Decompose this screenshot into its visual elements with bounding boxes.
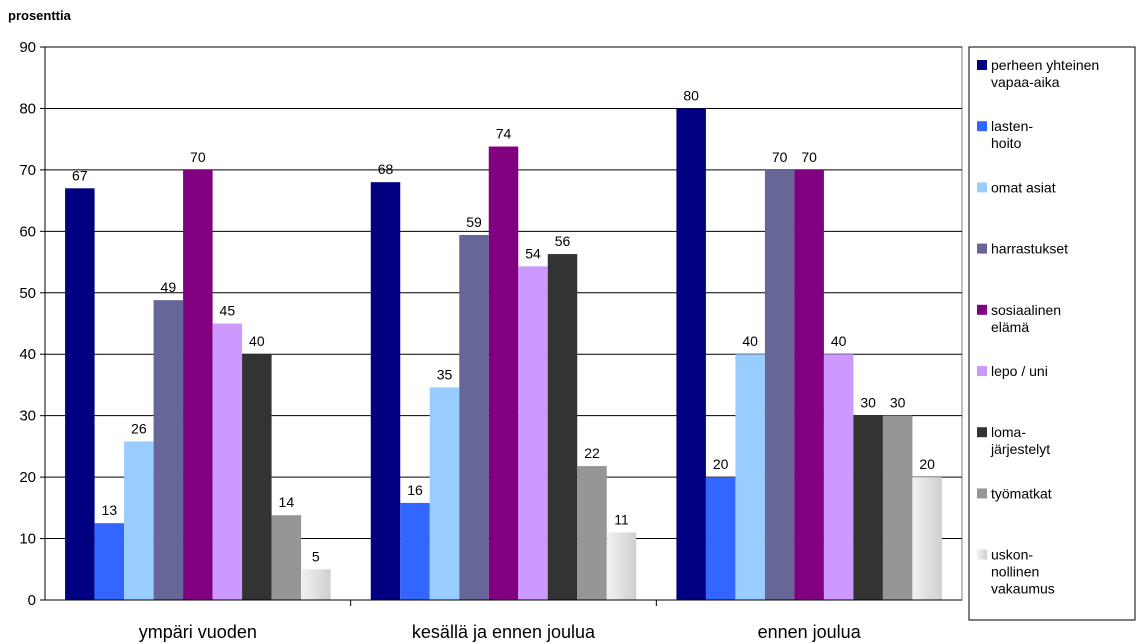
data-label: 20 xyxy=(713,456,729,472)
legend-label: vakaumus xyxy=(991,581,1055,597)
axes: 0 10 20 30 40 50 60 70 80 90 ympäri vuoden kesällä … xyxy=(19,39,962,642)
y-tick-label: 90 xyxy=(19,39,36,56)
data-label: 26 xyxy=(131,420,147,436)
bar xyxy=(705,477,736,600)
y-axis-unit-label: prosenttia xyxy=(8,8,72,23)
data-label: 54 xyxy=(525,245,541,261)
legend-label: loma- xyxy=(991,424,1026,440)
data-label: 67 xyxy=(72,167,88,183)
bar xyxy=(882,415,913,600)
bar xyxy=(429,387,460,600)
data-label: 30 xyxy=(860,395,876,411)
y-tick-label: 40 xyxy=(19,346,36,363)
legend-label: lepo / uni xyxy=(991,363,1048,379)
bar xyxy=(577,466,607,600)
bar xyxy=(301,569,331,600)
legend-label: elämä xyxy=(991,319,1029,335)
legend-label: työmatkat xyxy=(991,485,1052,501)
data-label: 70 xyxy=(190,149,206,165)
data-label: 80 xyxy=(683,87,699,103)
legend-swatch xyxy=(977,304,987,315)
bar xyxy=(488,146,519,601)
data-label: 40 xyxy=(831,333,847,349)
data-label: 49 xyxy=(161,279,177,295)
legend-label: nollinen xyxy=(991,564,1039,580)
bar xyxy=(370,182,401,600)
legend-label: lasten- xyxy=(991,118,1033,134)
data-label: 13 xyxy=(102,502,118,518)
y-tick-label: 20 xyxy=(19,469,36,486)
legend-swatch xyxy=(977,488,987,499)
legend-label: omat asiat xyxy=(991,179,1056,195)
bar xyxy=(400,502,430,600)
y-tick-label: 30 xyxy=(19,408,36,425)
data-label: 30 xyxy=(890,395,906,411)
data-label: 68 xyxy=(378,161,394,177)
data-label: 45 xyxy=(220,303,236,319)
bar xyxy=(547,254,578,600)
x-category-label: kesällä ja ennen joulua xyxy=(412,622,596,642)
legend-swatch xyxy=(977,60,987,70)
bar xyxy=(65,188,95,601)
bar xyxy=(212,323,243,600)
x-category-label: ennen joulua xyxy=(758,622,862,642)
data-label: 16 xyxy=(407,482,423,498)
legend-label: uskon- xyxy=(991,547,1033,563)
data-label: 59 xyxy=(466,214,482,230)
data-label: 70 xyxy=(801,149,817,165)
bar xyxy=(912,477,942,600)
legend-label: järjestelyt xyxy=(990,441,1050,457)
legend-label: harrastukset xyxy=(991,241,1068,257)
data-label: 56 xyxy=(555,233,571,249)
bar xyxy=(153,300,184,600)
data-label: 11 xyxy=(614,511,629,527)
data-label: 40 xyxy=(249,333,265,349)
y-tick-label: 0 xyxy=(28,592,36,609)
data-label: 14 xyxy=(279,494,295,510)
legend-swatch xyxy=(977,182,987,193)
y-tick-label: 60 xyxy=(19,223,36,240)
data-label: 35 xyxy=(437,366,453,382)
bar xyxy=(94,523,125,600)
y-tick-label: 70 xyxy=(19,162,36,179)
y-tick-label: 50 xyxy=(19,285,36,302)
data-label: 20 xyxy=(919,456,935,472)
legend-box xyxy=(968,46,1136,621)
legend-label: sosiaalinen xyxy=(991,302,1061,318)
legend-swatch xyxy=(977,427,987,438)
bar xyxy=(183,169,213,600)
bar xyxy=(823,354,854,600)
bar xyxy=(606,532,637,600)
legend-label: vapaa-aika xyxy=(991,74,1060,90)
data-label: 70 xyxy=(772,149,788,165)
x-category-label: ympäri vuoden xyxy=(139,622,257,642)
data-labels: 67 13 26 49 70 45 40 14 5 68 16 35 59 74 54 56 22 11 80 20 4… xyxy=(72,87,935,564)
bar xyxy=(124,441,154,600)
legend-swatch xyxy=(977,243,987,254)
bar xyxy=(271,515,302,600)
legend-label: perheen yhteinen xyxy=(991,57,1099,73)
bar xyxy=(764,169,795,600)
data-label: 74 xyxy=(496,126,512,142)
data-label: 5 xyxy=(312,548,320,564)
legend-label: hoito xyxy=(991,135,1022,151)
bar xyxy=(735,354,765,600)
legend-swatch xyxy=(977,121,987,132)
bar xyxy=(853,415,883,600)
bar xyxy=(794,169,824,600)
data-label: 40 xyxy=(742,333,758,349)
bars xyxy=(65,108,942,601)
data-label: 22 xyxy=(584,445,600,461)
bar xyxy=(518,266,548,600)
bar xyxy=(676,108,706,600)
legend-swatch xyxy=(977,549,987,560)
bar xyxy=(459,235,489,600)
bar xyxy=(242,354,272,600)
y-tick-label: 80 xyxy=(19,100,36,117)
legend-swatch xyxy=(977,366,987,376)
y-tick-label: 10 xyxy=(19,531,36,548)
